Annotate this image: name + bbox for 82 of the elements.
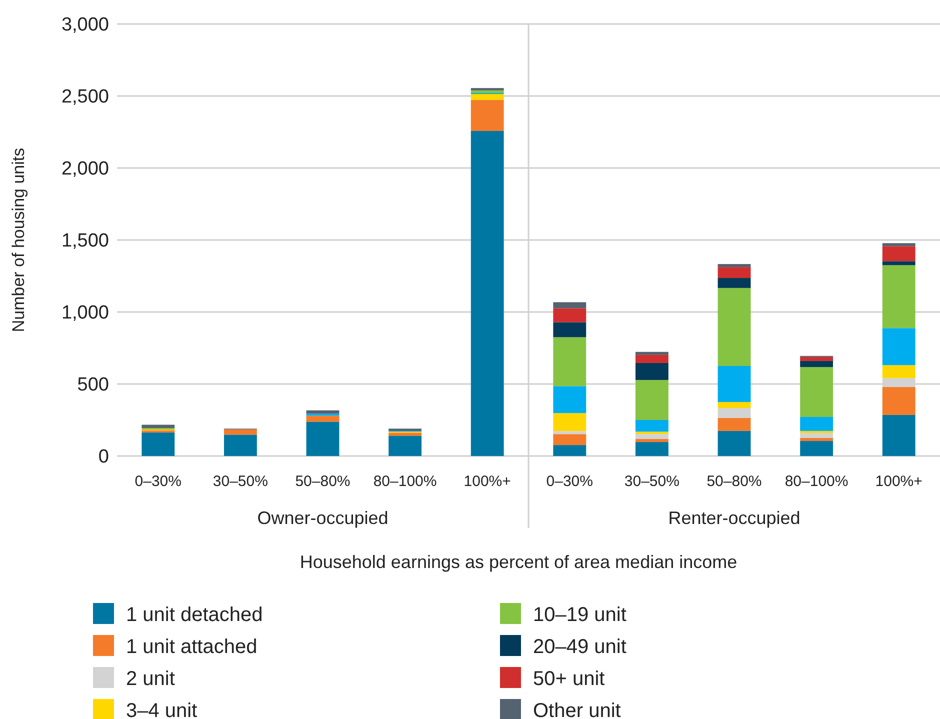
bar: [470, 130, 504, 456]
x-tick-label: 80–100%: [784, 473, 848, 490]
bar: [635, 354, 668, 363]
bar: [718, 402, 751, 408]
x-tick-label: 80–100%: [373, 473, 437, 490]
text: Renter-occupied: [668, 508, 800, 528]
x-tick-label: 30–50%: [624, 473, 680, 490]
bar: [553, 386, 586, 414]
bar: [388, 432, 422, 436]
bar: [553, 445, 586, 456]
bar: [800, 367, 834, 417]
bar: [718, 366, 751, 402]
bar: [882, 246, 916, 262]
bar: [635, 420, 668, 432]
bar: [718, 418, 751, 431]
y-tick-label: 0: [98, 446, 109, 468]
y-tick-label: 3,000: [61, 14, 109, 36]
bar: [882, 365, 916, 378]
x-tick-label: 50–80%: [706, 473, 762, 490]
bar: [800, 441, 834, 456]
bar: [718, 264, 751, 268]
legend-label: 3–4 unit: [126, 700, 198, 719]
y-tick-label: 1,500: [61, 230, 109, 252]
bar: [553, 434, 586, 446]
y-tick-label: 2,000: [61, 158, 109, 180]
bar: [718, 430, 751, 456]
legend-label: 1 unit attached: [126, 636, 258, 658]
bar: [142, 432, 175, 456]
x-tick-label: 100%+: [464, 473, 512, 490]
bar: [800, 432, 834, 438]
bar: [635, 352, 668, 355]
bar: [718, 278, 751, 288]
bar: [553, 308, 586, 322]
text: Owner-occupied: [257, 508, 388, 528]
x-tick-label: 50–80%: [295, 473, 350, 490]
legend-label: 20–49 unit: [533, 636, 627, 658]
bar: [882, 261, 916, 266]
bar: [718, 288, 751, 366]
bar: [800, 416, 834, 431]
x-tick-label: 100%+: [875, 473, 923, 490]
y-tick-label: 2,500: [61, 86, 109, 108]
bar: [224, 434, 257, 456]
bar: [553, 302, 586, 308]
bar: [553, 431, 586, 434]
bar: [882, 243, 916, 246]
bar: [882, 265, 916, 328]
bar: [470, 90, 504, 93]
bar: [388, 436, 422, 456]
x-axis-title: Household earnings as percent of area median income: [300, 552, 738, 572]
bar: [470, 94, 504, 100]
bar: [553, 413, 586, 432]
bar: [553, 322, 586, 338]
x-tick-label: 0–30%: [134, 473, 182, 490]
legend-label: 10–19 unit: [533, 604, 627, 626]
legend-label: Other unit: [533, 700, 622, 719]
bar: [470, 100, 504, 131]
bar: [635, 434, 668, 440]
bar: [306, 422, 340, 456]
bar: [882, 328, 916, 366]
bar: [718, 408, 751, 418]
bar: [635, 380, 668, 420]
y-tick-label: 1,000: [61, 302, 109, 324]
legend-label: 1 unit detached: [126, 604, 263, 626]
y-axis-title: Number of housing units: [9, 148, 28, 332]
bar: [635, 442, 668, 456]
y-tick-label: 500: [77, 374, 109, 396]
bar: [718, 267, 751, 278]
bar: [800, 356, 834, 361]
bar: [306, 416, 340, 422]
bar: [142, 424, 175, 428]
bar: [553, 337, 586, 386]
bar: [800, 438, 834, 442]
bar: [635, 362, 668, 380]
legend-label: 2 unit: [126, 668, 176, 690]
bar: [635, 439, 668, 442]
bar: [882, 387, 916, 415]
bar: [800, 360, 834, 368]
bar: [224, 429, 257, 435]
legend-label: 50+ unit: [533, 668, 606, 690]
bar: [882, 414, 916, 456]
x-tick-label: 30–50%: [212, 473, 268, 490]
x-tick-label: 0–30%: [546, 473, 594, 490]
